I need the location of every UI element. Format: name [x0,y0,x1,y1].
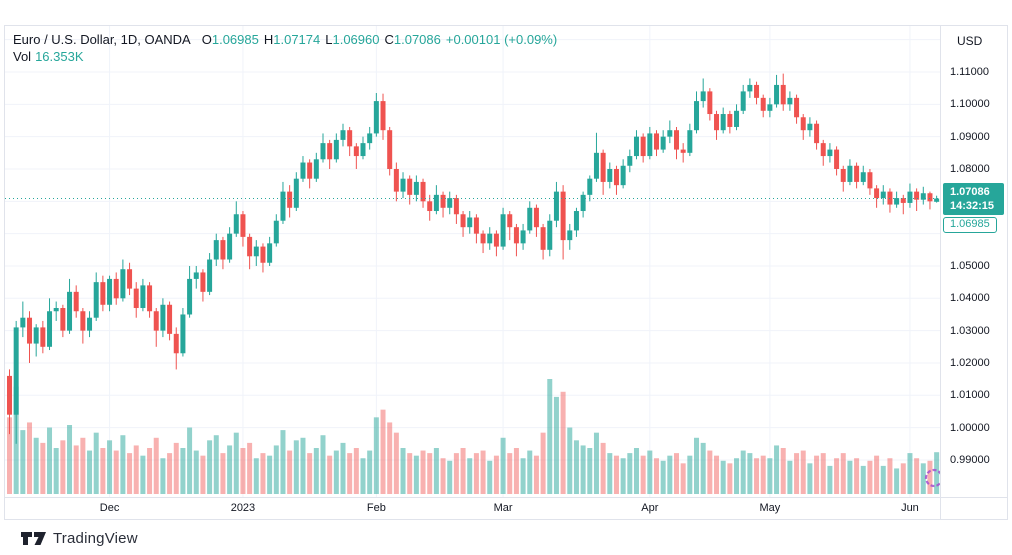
scales-corner [940,497,1007,519]
price-tick: 1.05000 [950,259,990,272]
last-price-badge: 1.07086 14:32:15 [943,182,1004,215]
chart-legend[interactable]: Euro / U.S. Dollar, 1D, OANDA O1.06985 H1.… [13,31,557,65]
low-value: 1.06960 [332,32,380,47]
change-value: +0.00101 (+0.09%) [445,32,558,47]
purple-circle-annotation [924,468,940,488]
high-label: H [263,32,274,47]
price-tick: 1.08000 [950,162,990,175]
symbol-ohlc-readout: Euro / U.S. Dollar, 1D, OANDA O1.06985 H1.… [13,31,557,48]
chart-pane[interactable]: Euro / U.S. Dollar, 1D, OANDA O1.06985 H1.… [5,26,940,497]
close-label: C [384,32,394,47]
tradingview-logo-icon [21,532,46,545]
tradingview-widget: Euro / U.S. Dollar, 1D, OANDA O1.06985 H1.… [4,25,1008,520]
high-value: 1.07174 [273,32,321,47]
open-value: 1.06985 [211,32,259,47]
candlestick-volume-chart[interactable] [5,26,940,497]
tradingview-attribution[interactable]: TradingView [21,530,138,547]
volume-readout: Vol 16.353K [13,48,557,65]
price-tick: 1.11000 [950,66,989,78]
price-tick: 1.01000 [950,389,990,402]
price-tick: 1.02000 [950,356,990,369]
time-scale[interactable]: Dec 2023 Feb Mar Apr May Jun [5,497,940,519]
time-tick-feb: Feb [366,502,386,514]
price-tick: 1.03000 [950,324,990,337]
price-tick: 1.10000 [950,98,990,111]
volume-value: 16.353K [35,49,84,64]
time-tick-mar: Mar [493,502,513,514]
tradingview-attribution-text: TradingView [53,530,138,547]
close-value: 1.07086 [393,32,441,47]
time-tick-apr: Apr [641,502,659,514]
time-tick-jun: Jun [901,502,919,514]
price-scale-currency: USD [957,34,983,48]
price-tick: 1.04000 [950,292,990,305]
volume-label: Vol [13,49,32,64]
last-price-value: 1.07086 [950,185,990,198]
price-tick: 1.00000 [950,421,990,434]
price-scale[interactable]: USD 1.11000 1.10000 1.09000 1.08000 1.05000 1… [940,26,1007,519]
low-label: L [325,32,333,47]
time-tick-may: May [759,502,781,514]
open-label: O [201,32,212,47]
symbol-title: Euro / U.S. Dollar, 1D, OANDA [13,32,191,47]
time-tick-2023: 2023 [230,502,256,514]
price-tick: 1.09000 [950,130,990,143]
time-tick-dec: Dec [99,502,120,514]
prev-close-price-badge: 1.06985 [943,216,997,233]
bar-countdown-timer: 14:32:15 [950,199,995,212]
price-tick: 0.99000 [950,453,990,466]
